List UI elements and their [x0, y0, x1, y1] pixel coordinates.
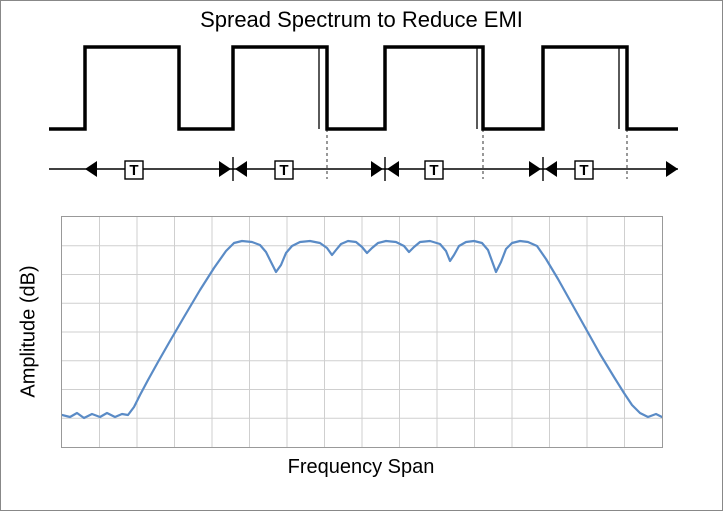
arrowhead-icon: [219, 161, 231, 177]
x-axis-label: Frequency Span: [61, 456, 661, 479]
period-label: T: [279, 162, 288, 179]
arrowhead-icon: [371, 161, 383, 177]
period-label: T: [579, 162, 588, 179]
spectrum-svg: [62, 217, 662, 447]
figure-title: Spread Spectrum to Reduce EMI: [1, 7, 722, 33]
spectrum-chart: [61, 216, 663, 448]
timing-svg: TTTT: [49, 39, 678, 189]
arrowhead-icon: [235, 161, 247, 177]
arrowhead-icon: [529, 161, 541, 177]
square-wave: [49, 47, 678, 129]
arrowhead-icon: [387, 161, 399, 177]
y-axis-label-container: Amplitude (dB): [19, 216, 39, 446]
figure-frame: Spread Spectrum to Reduce EMI T T T T Ampli…: [0, 0, 723, 511]
period-label: T: [129, 162, 138, 179]
arrowhead-icon: [85, 161, 97, 177]
y-axis-label: Amplitude (dB): [18, 265, 41, 397]
arrowhead-icon: [666, 161, 678, 177]
arrowhead-icon: [545, 161, 557, 177]
chart-grid: [62, 217, 662, 447]
period-label: T: [429, 162, 438, 179]
timing-diagram: TTTT: [49, 39, 678, 189]
